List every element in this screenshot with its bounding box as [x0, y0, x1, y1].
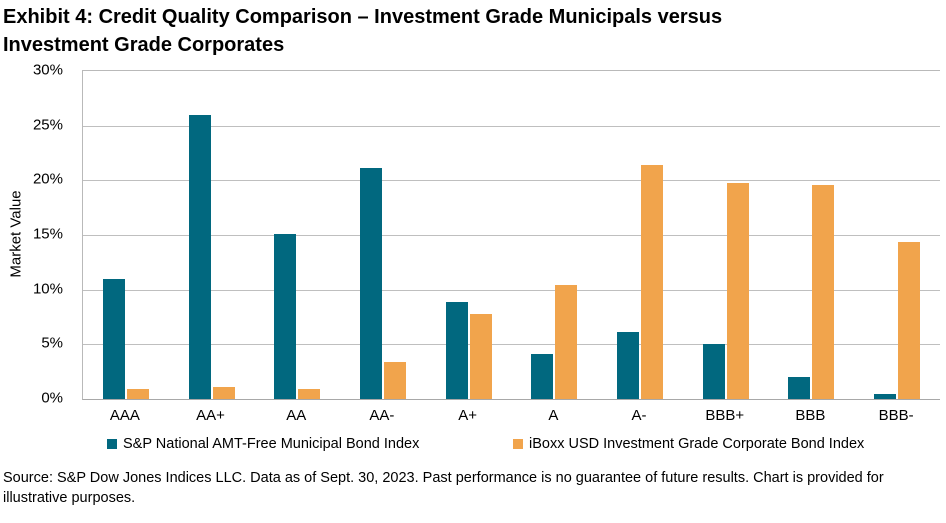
source-note: Source: S&P Dow Jones Indices LLC. Data …: [3, 470, 884, 506]
bar-BBB+-municipal: [702, 344, 725, 399]
x-tick-BBB+: BBB+: [705, 407, 745, 424]
x-tick-A: A: [548, 407, 559, 424]
bar-group-AA+: [169, 71, 255, 399]
bar-group-A: [512, 71, 598, 399]
y-tick-30pct: 30%: [32, 61, 63, 79]
legend-item-corporate: iBoxx USD Investment Grade Corporate Bon…: [513, 436, 864, 452]
legend-swatch-corporate: [513, 439, 523, 449]
page-title-line-2: Investment Grade Corporates: [3, 34, 285, 56]
bar-A-corporate: [555, 285, 578, 399]
x-tick-AA-: AA-: [369, 407, 395, 424]
bar-A+-municipal: [445, 301, 468, 399]
gridline-20pct: [83, 180, 940, 182]
bar-BBB--municipal: [874, 393, 897, 399]
bar-A--corporate: [641, 165, 664, 399]
bar-AA--corporate: [383, 361, 406, 399]
bar-group-AA-: [340, 71, 426, 399]
y-axis-tick-labels: 0% 5% 10% 15% 20% 25% 30%: [0, 62, 72, 407]
x-tick-AA+: AA+: [196, 407, 225, 424]
legend-label-corporate: iBoxx USD Investment Grade Corporate Bon…: [529, 436, 865, 452]
bar-BBB--corporate: [898, 241, 921, 399]
x-axis-tick-labels: AAA AA+ AA AA- A+ A A- BBB+ BBB BBB-: [82, 407, 939, 425]
bar-AA--municipal: [359, 168, 382, 399]
gridline-5pct: [83, 344, 940, 346]
bar-chart-plot-area: [82, 70, 940, 400]
bar-A+-corporate: [469, 313, 492, 399]
bar-group-A+: [426, 71, 512, 399]
gridline-25pct: [83, 125, 940, 127]
bar-A--municipal: [617, 332, 640, 399]
page-title-line-1: Exhibit 4: Credit Quality Comparison – I…: [3, 6, 723, 28]
y-tick-5pct: 5%: [41, 334, 63, 352]
bar-BBB-municipal: [788, 377, 811, 399]
bar-group-BBB: [769, 71, 855, 399]
x-tick-AA: AA: [286, 407, 307, 424]
bar-group-BBB-: [854, 71, 940, 399]
bar-BBB-corporate: [812, 184, 835, 399]
legend-item-municipal: S&P National AMT-Free Municipal Bond Ind…: [107, 436, 419, 452]
bar-group-AAA: [83, 71, 169, 399]
gridline-10pct: [83, 289, 940, 291]
x-tick-BBB-: BBB-: [878, 407, 914, 424]
x-tick-BBB: BBB: [795, 407, 826, 424]
x-tick-AAA: AAA: [109, 407, 140, 424]
y-tick-0pct: 0%: [41, 389, 63, 407]
legend-swatch-municipal: [107, 439, 117, 449]
y-tick-20pct: 20%: [32, 170, 63, 188]
bar-AAA-corporate: [126, 389, 149, 399]
chart-legend: S&P National AMT-Free Municipal Bond Ind…: [0, 436, 946, 454]
bar-group-BBB+: [683, 71, 769, 399]
legend-label-municipal: S&P National AMT-Free Municipal Bond Ind…: [123, 436, 420, 452]
y-tick-10pct: 10%: [32, 280, 63, 298]
gridline-15pct: [83, 235, 940, 236]
bar-BBB+-corporate: [726, 182, 749, 399]
bar-AAA-municipal: [102, 278, 125, 399]
x-tick-A-: A-: [631, 407, 647, 424]
y-tick-25pct: 25%: [32, 116, 63, 134]
bar-AA-corporate: [298, 389, 321, 399]
bar-group-AA: [254, 71, 340, 399]
bar-AA+-corporate: [212, 386, 235, 399]
bar-AA+-municipal: [188, 114, 211, 399]
page-title: Exhibit 4: Credit Quality Comparison – I…: [3, 3, 903, 59]
y-tick-15pct: 15%: [32, 225, 63, 243]
x-tick-A+: A+: [458, 407, 478, 424]
bar-A-municipal: [531, 354, 554, 399]
bar-AA-municipal: [274, 233, 297, 399]
bar-group-A-: [597, 71, 683, 399]
